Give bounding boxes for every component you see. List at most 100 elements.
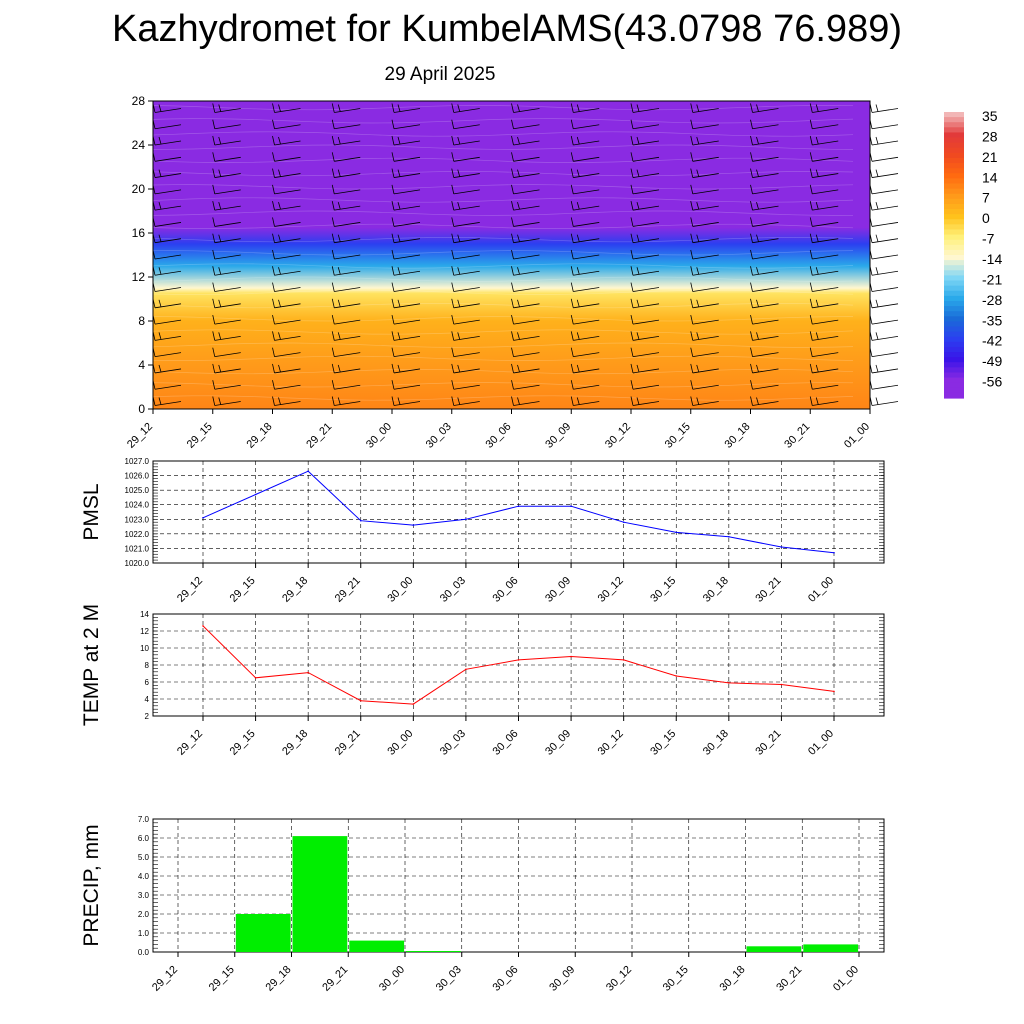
wind-barb-flag xyxy=(517,234,520,242)
wind-barb-flag xyxy=(815,397,819,405)
wind-barb xyxy=(214,335,241,341)
x-tick-label: 30_03 xyxy=(424,421,454,451)
colorbar-swatch xyxy=(944,137,964,144)
wind-barb xyxy=(692,352,719,358)
x-tick-label: 30_00 xyxy=(385,728,415,758)
y-tick-label: 14 xyxy=(140,610,149,619)
wind-barb-flag xyxy=(690,168,694,178)
wind-barb-flag xyxy=(451,233,455,243)
wind-barb xyxy=(154,124,182,130)
wind-barb-flag xyxy=(570,331,574,341)
wind-barb-flag xyxy=(696,136,700,145)
wind-barb-flag xyxy=(391,184,395,194)
wind-barb xyxy=(393,108,421,113)
data-point xyxy=(360,699,362,702)
wind-barb-flag xyxy=(570,201,574,211)
wind-barb xyxy=(812,140,839,146)
wind-barb-flag xyxy=(750,119,753,129)
y-tick-label: 12 xyxy=(132,270,146,284)
y-tick-label: 0.0 xyxy=(138,948,150,957)
wind-barb xyxy=(334,287,361,292)
wind-barb xyxy=(453,319,480,325)
colorbar-swatch xyxy=(944,157,964,164)
contour-line xyxy=(152,263,854,269)
wind-barb-flag xyxy=(875,364,879,373)
wind-barb xyxy=(513,189,540,195)
colorbar-swatch xyxy=(944,198,964,205)
wind-barb xyxy=(393,303,421,309)
wind-barb-flag xyxy=(756,234,759,242)
wind-barb-flag xyxy=(278,169,281,177)
x-tick-label: 30_06 xyxy=(491,575,521,605)
wind-barb-flag xyxy=(511,298,514,308)
wind-barb-flag xyxy=(690,135,694,146)
wind-barb xyxy=(871,254,899,260)
wind-barb xyxy=(871,303,899,309)
wind-barb xyxy=(214,352,241,358)
x-tick-label: 29_15 xyxy=(228,728,258,758)
wind-barb xyxy=(393,173,421,178)
data-point xyxy=(833,552,835,554)
contour-line xyxy=(152,395,854,401)
wind-barb xyxy=(692,222,719,227)
x-tick-label: 30_09 xyxy=(543,575,573,605)
wind-barb xyxy=(573,368,600,374)
y-tick-label: 12 xyxy=(140,627,149,636)
wind-barb xyxy=(274,173,301,178)
wind-barb-flag xyxy=(272,266,275,276)
wind-barb-flag xyxy=(331,298,335,308)
wind-barb xyxy=(692,140,719,146)
wind-barb-flag xyxy=(272,103,275,113)
wind-barb-flag xyxy=(809,184,813,194)
wind-barb xyxy=(513,124,540,130)
data-point xyxy=(833,690,835,693)
wind-barb-flag xyxy=(750,380,753,390)
wind-barb-flag xyxy=(331,315,335,325)
wind-barb-flag xyxy=(451,396,455,406)
x-tick-label: 01_00 xyxy=(806,575,836,605)
wind-barb xyxy=(513,108,540,113)
contour-line xyxy=(152,237,854,243)
wind-barb xyxy=(393,222,421,227)
wind-barb xyxy=(274,254,301,260)
wind-barb xyxy=(513,335,540,341)
colorbar-swatch xyxy=(944,331,964,338)
wind-barb xyxy=(393,140,421,146)
wind-barb-flag xyxy=(391,119,395,129)
wind-barb-flag xyxy=(397,332,401,340)
wind-barb xyxy=(632,173,660,178)
colorbar-label: -42 xyxy=(982,333,1002,349)
wind-barb xyxy=(632,140,660,146)
wind-barb xyxy=(513,238,540,244)
wind-barb-flag xyxy=(457,234,461,242)
wind-barb xyxy=(573,335,600,341)
y-tick-label: 28 xyxy=(132,94,146,108)
wind-barb-flag xyxy=(875,299,879,307)
wind-barb-flag xyxy=(815,136,819,145)
wind-barb xyxy=(393,254,421,260)
wind-barb-flag xyxy=(756,267,759,275)
y-tick-label: 2 xyxy=(145,712,150,721)
wind-barb-flag xyxy=(212,266,216,276)
colorbar-swatch xyxy=(944,117,964,123)
y-tick-label: 1021.0 xyxy=(125,544,150,553)
wind-barb-flag xyxy=(690,233,694,243)
wind-barb-flag xyxy=(451,347,455,357)
wind-barb-flag xyxy=(337,364,341,373)
wind-barb-flag xyxy=(158,267,162,275)
wind-barb-flag xyxy=(875,202,879,210)
x-tick-label: 29_12 xyxy=(175,728,205,758)
x-tick-label: 29_18 xyxy=(245,421,275,451)
colorbar-label: 7 xyxy=(982,190,990,206)
wind-barb xyxy=(573,173,600,178)
wind-barb xyxy=(513,270,540,276)
wind-barb-flag xyxy=(451,201,455,211)
contour-line xyxy=(152,171,854,177)
wind-barb-flag xyxy=(875,234,879,242)
wind-barb xyxy=(871,124,899,130)
wind-barb xyxy=(393,205,421,211)
wind-barb xyxy=(334,303,361,309)
wind-barb xyxy=(752,108,779,113)
wind-barb-flag xyxy=(451,266,455,276)
precip-panel: 0.0 1.0 2.0 3.0 4.0 5.0 6.0 7.0 29_12 29_15 29_18 2… xyxy=(80,815,885,994)
